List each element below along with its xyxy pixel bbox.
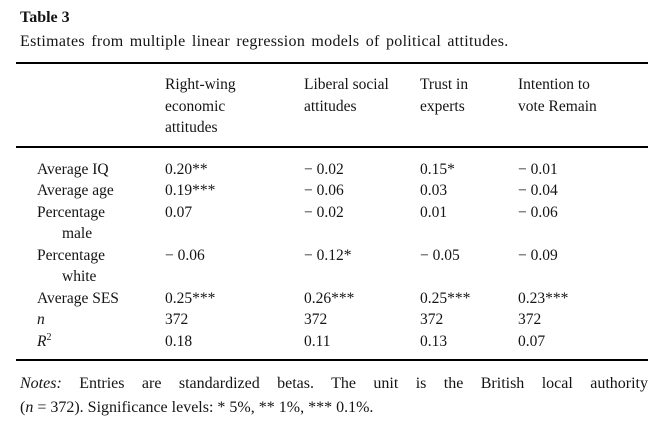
value-cell: 372 — [304, 311, 328, 328]
value-cell: − 0.12* — [304, 246, 352, 264]
row-label: Percentage male — [16, 202, 165, 245]
table-row: Average IQ 0.20** − 0.02 0.15* − 0.01 — [16, 147, 648, 181]
value-cell: 0.23*** — [518, 289, 569, 307]
value-cell: 0.19*** — [165, 182, 216, 199]
value-cell: 0.25*** — [165, 289, 216, 307]
row-label: Average age — [16, 180, 165, 202]
row-label: n — [16, 309, 165, 331]
value-cell: − 0.06 — [518, 203, 558, 221]
value-cell: 0.01 — [420, 203, 448, 221]
row-label: R2 — [16, 331, 165, 361]
value-cell: 0.15* — [420, 160, 455, 178]
row-label-line2: male — [62, 225, 93, 242]
value-cell: − 0.06 — [165, 246, 205, 264]
value-cell: 0.25*** — [420, 289, 471, 307]
row-label-text: Percentage — [37, 203, 105, 221]
value-cell: − 0.06 — [304, 182, 344, 199]
value-cell: 372 — [165, 311, 189, 328]
row-label: Percentage white — [16, 245, 165, 288]
table-row: n 372 372 372 372 — [16, 309, 648, 331]
table-caption: Estimates from multiple linear regressio… — [20, 33, 509, 50]
header-row: Right-wing economic attitudes Liberal soc… — [16, 63, 648, 148]
table-row: R2 0.18 0.11 0.13 0.07 — [16, 331, 648, 361]
value-cell: 0.07 — [518, 332, 546, 350]
row-label-text: n — [37, 311, 45, 328]
table-row: Percentage male 0.07 − 0.02 0.01 − 0.06 — [16, 202, 648, 245]
value-cell: 0.07 — [165, 203, 193, 221]
value-cell: 372 — [518, 311, 542, 328]
row-label-text: Average IQ — [37, 160, 109, 178]
table-row: Average age 0.19*** − 0.06 0.03 − 0.04 — [16, 180, 648, 202]
regression-table: Right-wing economic attitudes Liberal soc… — [16, 62, 648, 361]
row-label-text: Average SES — [37, 289, 119, 307]
table-row: Percentage white − 0.06 − 0.12* − 0.05 − 0.09 — [16, 245, 648, 288]
value-cell: − 0.05 — [420, 246, 460, 264]
row-label-line2: white — [62, 268, 97, 285]
value-cell: 0.11 — [304, 332, 331, 350]
notes-text: Entries are standardized betas. The unit… — [61, 375, 648, 392]
row-label: Average IQ — [16, 147, 165, 181]
value-cell: 372 — [420, 311, 444, 328]
column-header-3: Intention to vote Remain — [518, 63, 648, 148]
table-header: Right-wing economic attitudes Liberal soc… — [16, 63, 648, 148]
value-cell: 0.13 — [420, 332, 448, 350]
notes-text: n — [25, 399, 34, 416]
value-cell: 0.26*** — [304, 289, 355, 307]
value-cell: − 0.04 — [518, 182, 558, 199]
value-cell: 0.03 — [420, 182, 448, 199]
table-notes: Notes: Entries are standardized betas. T… — [20, 372, 648, 420]
table-body: Average IQ 0.20** − 0.02 0.15* − 0.01 Average… — [16, 147, 648, 361]
header-empty-cell — [16, 63, 165, 148]
column-header-1: Liberal social attitudes — [304, 63, 420, 148]
column-header-2: Trust in experts — [420, 63, 518, 148]
row-label: Average SES — [16, 288, 165, 310]
value-cell: − 0.09 — [518, 246, 558, 264]
notes-text: = 372). Significance levels: * 5%, ** 1%… — [33, 399, 374, 416]
column-header-0: Right-wing economic attitudes — [165, 63, 304, 148]
notes-text: ( — [20, 399, 26, 416]
value-cell: 0.18 — [165, 332, 193, 350]
value-cell: − 0.01 — [518, 160, 558, 178]
row-label-text: Percentage — [37, 246, 105, 264]
row-label-text: R — [37, 332, 47, 350]
table-notes-line-2: (n = 372). Significance levels: * 5%, **… — [20, 396, 648, 420]
value-cell: − 0.02 — [304, 160, 344, 178]
table-notes-line-1: Notes: Entries are standardized betas. T… — [20, 372, 648, 396]
table-row: Average SES 0.25*** 0.26*** 0.25*** 0.23*** — [16, 288, 648, 310]
row-label-superscript: 2 — [46, 331, 52, 343]
value-cell: 0.20** — [165, 160, 208, 178]
notes-text: Notes: — [20, 375, 62, 392]
row-label-text: Average age — [37, 182, 114, 199]
value-cell: − 0.02 — [304, 203, 344, 221]
table-number: Table 3 — [20, 9, 70, 26]
